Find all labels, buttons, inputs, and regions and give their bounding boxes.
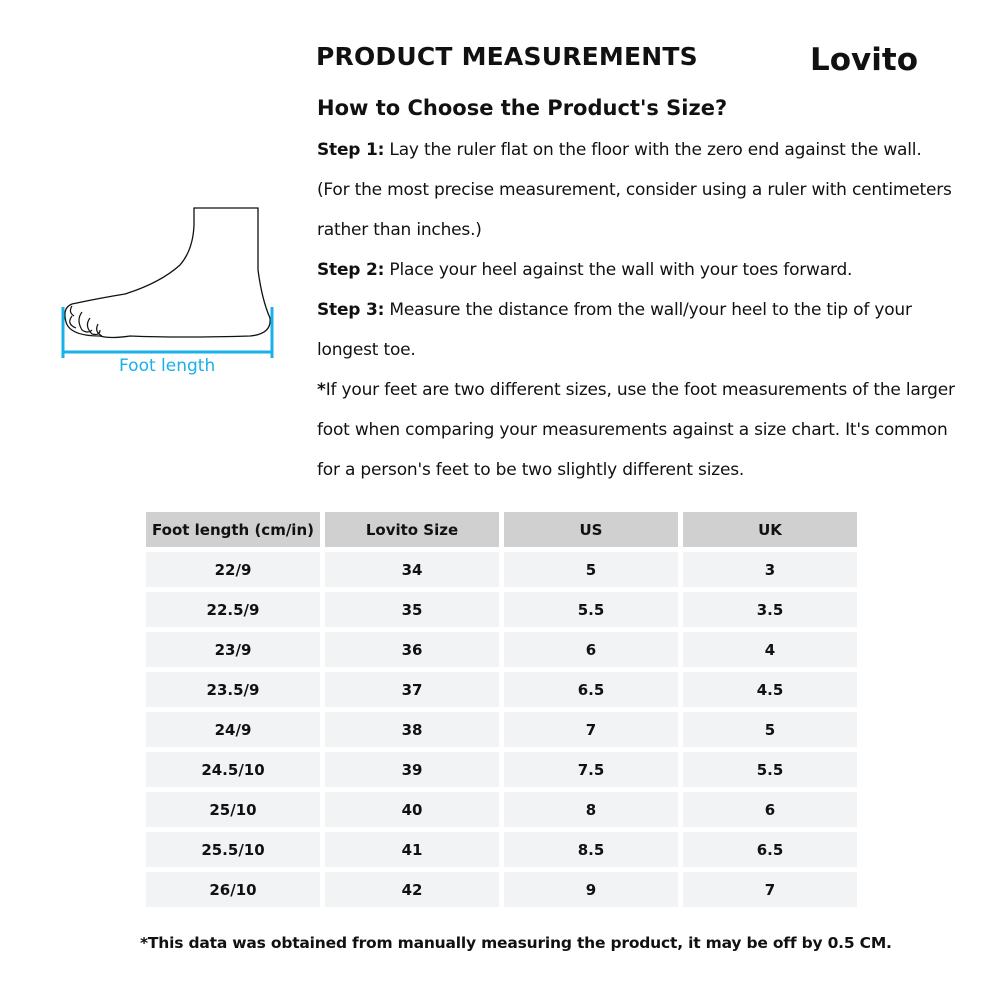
foot-icon xyxy=(61,207,274,358)
brand-logo: Lovito xyxy=(810,42,919,78)
table-cell: 34 xyxy=(325,552,499,587)
size-note: *If your feet are two different sizes, u… xyxy=(317,380,955,480)
table-cell: 36 xyxy=(325,632,499,667)
size-table: Foot length (cm/in) Lovito Size US UK 22/9 3… xyxy=(141,507,862,912)
table-cell: 41 xyxy=(325,832,499,867)
page-title: PRODUCT MEASUREMENTS xyxy=(316,42,698,71)
table-row: 24.5/10 39 7.5 5.5 xyxy=(146,752,857,787)
table-row: 23/9 36 6 4 xyxy=(146,632,857,667)
guide-heading: How to Choose the Product's Size? xyxy=(317,96,728,120)
table-cell: 26/10 xyxy=(146,872,320,907)
table-row: 25.5/10 41 8.5 6.5 xyxy=(146,832,857,867)
foot-length-label: Foot length xyxy=(119,356,216,376)
column-header: UK xyxy=(683,512,857,547)
table-row: 25/10 40 8 6 xyxy=(146,792,857,827)
footnote: *This data was obtained from manually me… xyxy=(140,934,892,952)
table-cell: 24.5/10 xyxy=(146,752,320,787)
table-cell: 22/9 xyxy=(146,552,320,587)
table-cell: 25.5/10 xyxy=(146,832,320,867)
table-cell: 4 xyxy=(683,632,857,667)
table-cell: 5 xyxy=(504,552,678,587)
table-cell: 8 xyxy=(504,792,678,827)
table-cell: 3 xyxy=(683,552,857,587)
table-cell: 40 xyxy=(325,792,499,827)
table-cell: 7.5 xyxy=(504,752,678,787)
table-cell: 24/9 xyxy=(146,712,320,747)
table-cell: 5.5 xyxy=(683,752,857,787)
table-cell: 9 xyxy=(504,872,678,907)
column-header: US xyxy=(504,512,678,547)
table-cell: 39 xyxy=(325,752,499,787)
table-cell: 4.5 xyxy=(683,672,857,707)
step-3: Step 3: Measure the distance from the wa… xyxy=(317,300,912,360)
table-row: 24/9 38 7 5 xyxy=(146,712,857,747)
table-cell: 38 xyxy=(325,712,499,747)
table-cell: 6.5 xyxy=(504,672,678,707)
table-row: 26/10 42 9 7 xyxy=(146,872,857,907)
table-cell: 7 xyxy=(683,872,857,907)
step-2: Step 2: Place your heel against the wall… xyxy=(317,260,853,280)
table-cell: 6.5 xyxy=(683,832,857,867)
table-cell: 23.5/9 xyxy=(146,672,320,707)
table-cell: 22.5/9 xyxy=(146,592,320,627)
table-cell: 37 xyxy=(325,672,499,707)
table-row: 22/9 34 5 3 xyxy=(146,552,857,587)
step-1: Step 1: Lay the ruler flat on the floor … xyxy=(317,140,952,240)
table-cell: 23/9 xyxy=(146,632,320,667)
table-cell: 3.5 xyxy=(683,592,857,627)
table-cell: 5 xyxy=(683,712,857,747)
instructions: Step 1: Lay the ruler flat on the floor … xyxy=(317,130,957,490)
table-cell: 7 xyxy=(504,712,678,747)
table-row: 22.5/9 35 5.5 3.5 xyxy=(146,592,857,627)
table-cell: 6 xyxy=(504,632,678,667)
table-cell: 25/10 xyxy=(146,792,320,827)
table-cell: 6 xyxy=(683,792,857,827)
table-cell: 42 xyxy=(325,872,499,907)
table-cell: 5.5 xyxy=(504,592,678,627)
table-cell: 8.5 xyxy=(504,832,678,867)
table-row: 23.5/9 37 6.5 4.5 xyxy=(146,672,857,707)
column-header: Foot length (cm/in) xyxy=(146,512,320,547)
column-header: Lovito Size xyxy=(325,512,499,547)
table-cell: 35 xyxy=(325,592,499,627)
